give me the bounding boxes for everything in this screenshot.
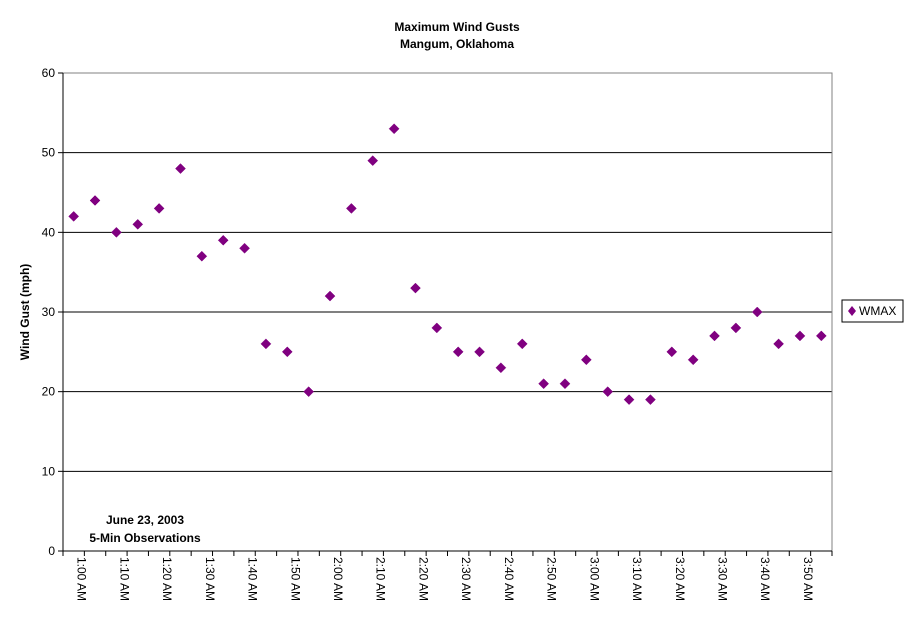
data-point — [346, 203, 357, 214]
data-point — [111, 226, 122, 238]
x-tick-label: 2:40 AM — [502, 557, 516, 601]
x-tick-label: 2:50 AM — [545, 557, 559, 601]
x-tick-label: 2:30 AM — [459, 557, 473, 601]
x-tick-label: 2:10 AM — [374, 557, 388, 601]
data-point — [260, 338, 272, 350]
chart-subtitle: Mangum, Oklahoma — [400, 37, 514, 51]
data-point — [303, 386, 315, 398]
y-tick-label: 10 — [42, 464, 56, 478]
y-tick-label: 60 — [42, 66, 56, 80]
x-tick-label: 1:20 AM — [160, 557, 174, 601]
data-point — [794, 330, 806, 342]
data-point — [68, 211, 80, 222]
x-tick-label: 3:10 AM — [630, 557, 644, 601]
grid-lines — [63, 72, 832, 472]
annotation-date: June 23, 2003 — [106, 513, 184, 527]
data-point — [709, 330, 720, 342]
data-point — [217, 234, 229, 246]
data-point — [239, 242, 250, 254]
data-points — [68, 123, 827, 405]
data-point — [431, 322, 443, 334]
x-tick-label: 2:20 AM — [416, 557, 430, 601]
data-point — [538, 378, 549, 390]
chart-title: Maximum Wind Gusts — [394, 20, 520, 34]
data-point — [687, 354, 699, 366]
data-point — [773, 338, 784, 350]
data-point — [410, 282, 421, 294]
data-point — [196, 250, 208, 262]
data-point — [153, 203, 165, 214]
data-point — [580, 354, 592, 366]
x-tick-label: 1:40 AM — [246, 557, 260, 601]
x-tick-label: 2:00 AM — [331, 557, 345, 601]
data-point — [666, 346, 678, 358]
y-tick-label: 20 — [42, 385, 56, 399]
y-axis-label: Wind Gust (mph) — [18, 264, 32, 361]
data-point — [623, 394, 635, 405]
data-point — [516, 338, 528, 350]
x-tick-label: 1:30 AM — [203, 557, 217, 601]
y-axis-ticks: 0 10 20 30 40 50 60 — [42, 66, 63, 558]
data-point — [815, 330, 827, 342]
data-point — [324, 290, 336, 302]
x-tick-label: 3:30 AM — [716, 557, 730, 601]
data-point — [452, 346, 464, 358]
data-point — [602, 386, 614, 398]
x-tick-label: 3:40 AM — [758, 557, 772, 601]
data-point — [495, 362, 507, 374]
data-point — [751, 306, 763, 318]
x-tick-label: 1:50 AM — [288, 557, 302, 601]
data-point — [132, 219, 144, 230]
data-point — [645, 394, 656, 405]
legend: WMAX — [841, 299, 904, 323]
x-tick-label: 3:00 AM — [587, 557, 601, 601]
x-tick-label: 3:20 AM — [673, 557, 687, 601]
x-tick-label: 1:10 AM — [117, 557, 131, 601]
x-tick-label: 1:00 AM — [75, 557, 89, 601]
y-tick-label: 30 — [42, 305, 56, 319]
legend-label-wmax: WMAX — [859, 304, 896, 318]
x-tick-label: 3:50 AM — [801, 557, 815, 601]
data-point — [281, 346, 293, 358]
data-point — [730, 322, 742, 334]
annotation-observations: 5-Min Observations — [89, 531, 201, 545]
y-tick-label: 40 — [42, 225, 56, 239]
y-tick-label: 50 — [42, 146, 56, 160]
y-tick-label: 0 — [48, 544, 55, 558]
data-point — [388, 123, 400, 135]
data-point — [367, 155, 379, 166]
legend-box — [841, 299, 904, 323]
x-axis-ticks: 1:00 AM 1:10 AM 1:20 AM 1:30 AM 1:40 AM 1:50 … — [62, 551, 833, 601]
legend-marker-wmax — [848, 306, 856, 316]
data-point — [89, 195, 101, 206]
data-point — [474, 346, 485, 358]
data-point — [175, 163, 186, 174]
data-point — [559, 378, 571, 390]
